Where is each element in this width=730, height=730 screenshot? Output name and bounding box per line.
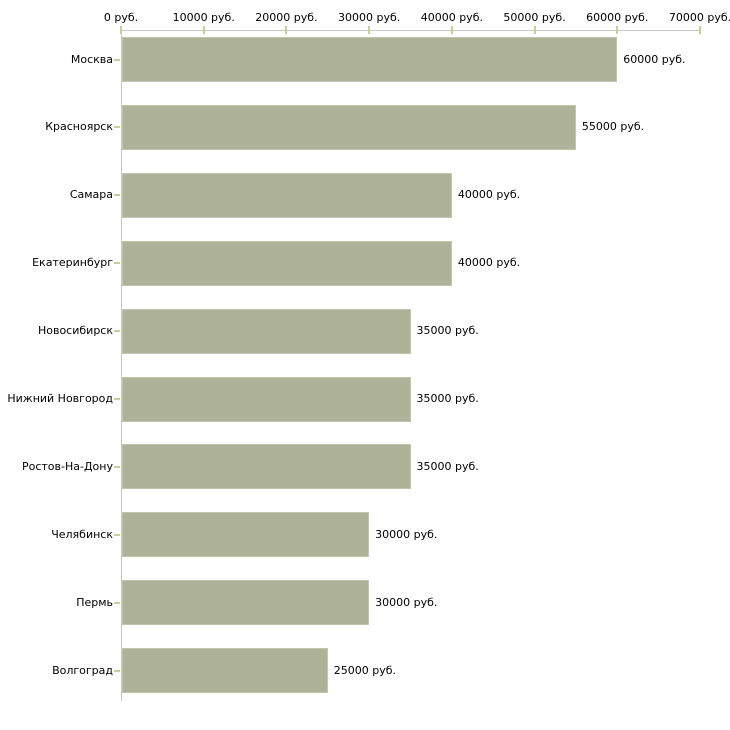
value-label: 60000 руб. [623, 52, 686, 66]
bar [122, 580, 370, 626]
x-tick-label: 40000 руб. [420, 11, 483, 24]
value-label: 25000 руб. [333, 663, 397, 677]
value-label: 40000 руб. [457, 256, 521, 270]
category-label: Екатеринбург [32, 256, 113, 270]
bar [122, 648, 328, 694]
category-label: Москва [70, 52, 113, 66]
category-tick-mark [114, 601, 120, 604]
category-label: Волгоград [52, 663, 113, 677]
bar [122, 308, 411, 354]
x-tick-mark [285, 26, 288, 34]
x-tick-label: 10000 руб. [172, 11, 235, 24]
category-tick-mark [114, 330, 120, 333]
y-axis-line [121, 30, 122, 701]
category-label: Самара [69, 188, 113, 202]
x-axis-line [121, 30, 701, 31]
bar [122, 37, 618, 82]
x-tick-label: 20000 руб. [255, 11, 318, 24]
category-tick-mark [114, 533, 120, 536]
category-label: Красноярск [45, 120, 113, 134]
bar [122, 376, 411, 422]
x-tick-label: 30000 руб. [338, 11, 401, 24]
category-label: Пермь [76, 595, 113, 609]
category-tick-mark [114, 669, 120, 672]
x-tick-mark [120, 26, 122, 34]
x-tick-label: 60000 руб. [586, 11, 649, 24]
x-tick-mark [450, 26, 453, 34]
x-tick-mark [368, 26, 371, 34]
category-tick-mark [114, 398, 120, 400]
category-label: Челябинск [51, 527, 113, 541]
bar [122, 512, 370, 558]
x-tick-mark [202, 26, 205, 34]
category-label: Новосибирск [37, 324, 113, 338]
bar [122, 172, 452, 218]
value-label: 30000 руб. [375, 527, 438, 541]
category-label: Ростов-На-Дону [21, 459, 113, 473]
value-label: 55000 руб. [581, 120, 645, 134]
category-tick-mark [114, 194, 120, 197]
x-tick-mark [699, 26, 701, 34]
bar [122, 104, 576, 150]
value-label: 35000 руб. [416, 324, 479, 338]
value-label: 40000 руб. [457, 188, 521, 202]
category-tick-mark [114, 262, 120, 265]
bar [122, 444, 411, 490]
category-tick-mark [114, 126, 120, 129]
x-tick-mark [533, 26, 536, 34]
value-label: 35000 руб. [416, 392, 479, 405]
bar [122, 240, 452, 286]
value-label: 35000 руб. [416, 459, 479, 473]
category-tick-mark [114, 58, 120, 61]
value-label: 30000 руб. [375, 595, 438, 609]
category-tick-mark [114, 465, 120, 468]
category-label: Нижний Новгород [7, 392, 113, 405]
x-tick-label: 50000 руб. [503, 11, 566, 24]
x-tick-label: 0 руб. [103, 11, 139, 24]
x-tick-label: 70000 руб. [668, 11, 730, 24]
x-tick-mark [616, 26, 619, 34]
